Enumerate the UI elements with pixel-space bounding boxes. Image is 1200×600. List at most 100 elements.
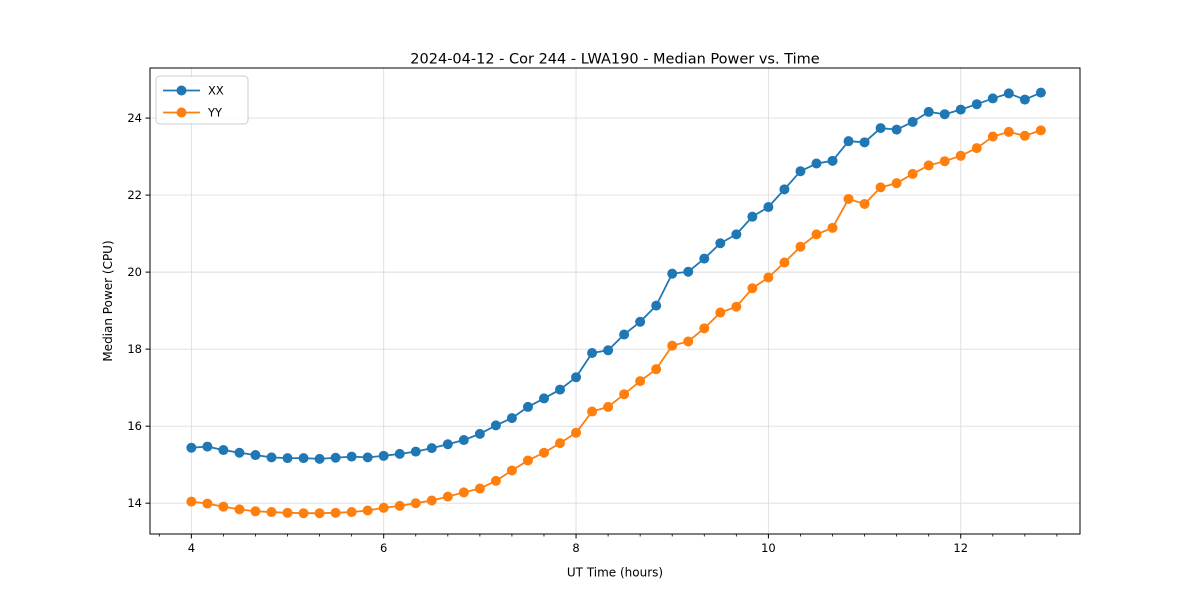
legend-label: YY: [207, 106, 223, 120]
tick-labels: 4 6 8 10 12 14 16 18 20 22 24: [127, 111, 968, 555]
data-point-marker: [202, 441, 213, 452]
data-point-marker: [474, 483, 485, 494]
data-point-marker: [234, 447, 245, 458]
data-point-marker: [779, 257, 790, 268]
data-point-marker: [859, 198, 870, 209]
series-yy: [186, 125, 1046, 519]
y-tick-label: 22: [127, 188, 142, 202]
data-point-marker: [506, 465, 517, 476]
data-point-marker: [346, 451, 357, 462]
data-point-marker: [923, 160, 934, 171]
data-point-marker: [939, 109, 950, 120]
y-axis-label: Median Power (CPU): [101, 240, 115, 361]
data-point-marker: [1003, 88, 1014, 99]
data-point-marker: [635, 316, 646, 327]
data-point-marker: [202, 498, 213, 509]
data-point-marker: [811, 229, 822, 240]
data-point-marker: [795, 166, 806, 177]
data-point-marker: [266, 452, 277, 463]
data-point-marker: [266, 507, 277, 518]
data-point-marker: [506, 413, 517, 424]
data-point-marker: [955, 104, 966, 115]
y-tick-label: 16: [127, 419, 142, 433]
data-point-marker: [1035, 87, 1046, 98]
data-point-marker: [699, 323, 710, 334]
data-point-marker: [571, 427, 582, 438]
data-point-marker: [667, 340, 678, 351]
y-tick-label: 24: [127, 111, 142, 125]
data-point-marker: [747, 211, 758, 222]
x-tick-label: 6: [380, 541, 387, 555]
data-point-marker: [394, 500, 405, 511]
data-point-marker: [378, 450, 389, 461]
data-point-marker: [971, 143, 982, 154]
data-point-marker: [522, 455, 533, 466]
data-point-marker: [362, 452, 373, 463]
data-point-marker: [651, 300, 662, 311]
axis-ticks: [145, 117, 1058, 539]
data-point-marker: [282, 453, 293, 464]
x-tick-label: 8: [572, 541, 579, 555]
data-point-marker: [1003, 126, 1014, 137]
data-point-marker: [234, 504, 245, 515]
data-point-marker: [250, 450, 261, 461]
data-point-marker: [923, 106, 934, 117]
data-point-marker: [603, 345, 614, 356]
data-point-marker: [346, 507, 357, 518]
data-point-marker: [474, 428, 485, 439]
x-tick-label: 4: [188, 541, 195, 555]
data-point-marker: [635, 376, 646, 387]
data-point-marker: [442, 439, 453, 450]
data-point-marker: [907, 168, 918, 179]
data-point-marker: [875, 123, 886, 134]
data-point-marker: [715, 238, 726, 249]
data-point-marker: [490, 420, 501, 431]
data-point-marker: [843, 136, 854, 147]
data-point-marker: [314, 453, 325, 464]
data-point-marker: [186, 496, 197, 507]
data-point-marker: [699, 253, 710, 264]
data-point-marker: [779, 184, 790, 195]
data-point-marker: [827, 155, 838, 166]
data-point-marker: [218, 445, 229, 456]
data-point-marker: [1035, 125, 1046, 136]
x-tick-label: 12: [953, 541, 968, 555]
data-point-marker: [298, 508, 309, 519]
data-point-marker: [426, 495, 437, 506]
data-point-marker: [731, 301, 742, 312]
series-xx: [186, 87, 1046, 464]
data-point-marker: [458, 435, 469, 446]
data-point-marker: [747, 283, 758, 294]
data-point-marker: [298, 453, 309, 464]
data-point-marker: [410, 446, 421, 457]
data-point-marker: [891, 124, 902, 135]
data-point-marker: [843, 193, 854, 204]
data-point-marker: [458, 487, 469, 498]
data-point-marker: [939, 156, 950, 167]
data-point-marker: [330, 507, 341, 518]
legend-marker: [176, 85, 187, 96]
data-point-marker: [603, 401, 614, 412]
data-point-marker: [330, 452, 341, 463]
axes-frame: [149, 67, 1081, 535]
data-point-marker: [971, 99, 982, 110]
data-point-marker: [555, 384, 566, 395]
legend-marker: [176, 107, 187, 118]
x-tick-label: 10: [761, 541, 776, 555]
data-point-marker: [891, 178, 902, 189]
data-point-marker: [186, 442, 197, 453]
chart-title: 2024-04-12 - Cor 244 - LWA190 - Median P…: [410, 52, 819, 68]
data-point-marker: [587, 347, 598, 358]
data-point-marker: [667, 268, 678, 279]
data-point-marker: [859, 137, 870, 148]
data-point-marker: [795, 241, 806, 252]
plot-area: [150, 68, 1080, 534]
data-point-marker: [651, 364, 662, 375]
data-point-marker: [987, 93, 998, 104]
data-point-marker: [250, 506, 261, 517]
data-point-marker: [282, 507, 293, 518]
data-point-marker: [827, 222, 838, 233]
data-point-marker: [218, 501, 229, 512]
data-point-marker: [987, 131, 998, 142]
data-point-marker: [362, 505, 373, 516]
